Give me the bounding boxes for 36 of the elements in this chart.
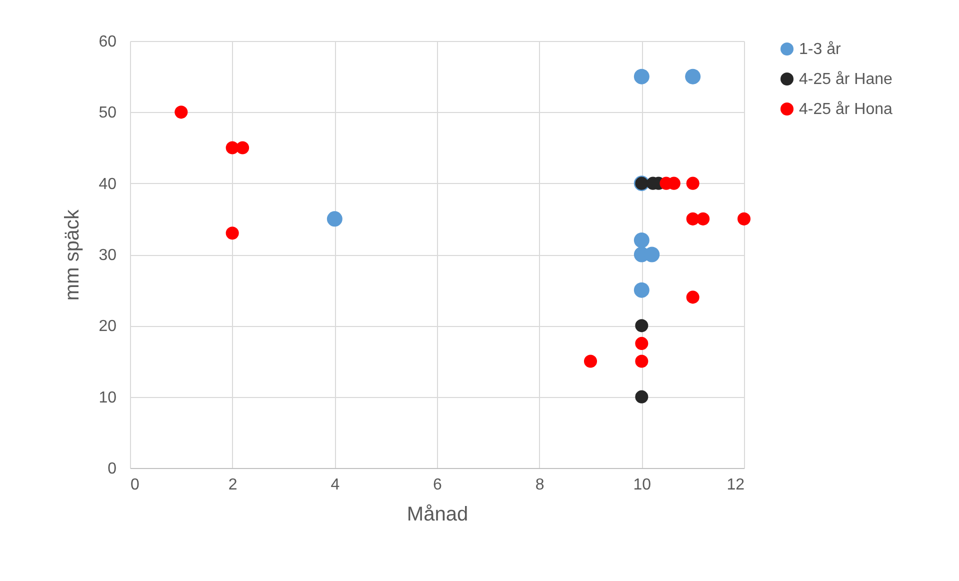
legend-label: 4-25 år Hona <box>799 101 892 118</box>
x-tick-label: 0 <box>130 476 140 494</box>
y-tick-label: 10 <box>98 389 117 406</box>
point <box>174 106 188 119</box>
point <box>635 390 648 404</box>
x-tick-label: 10 <box>633 476 652 494</box>
x-tick-label: 2 <box>228 476 238 494</box>
x-tick-label: 6 <box>433 476 442 494</box>
x-tick-label: 12 <box>726 476 745 494</box>
y-tick-label: 0 <box>108 460 117 478</box>
x-tick-label: 8 <box>535 476 544 494</box>
point <box>635 319 648 332</box>
point <box>635 354 648 368</box>
point <box>696 212 710 226</box>
point <box>326 211 342 227</box>
legend-label: 4-25 år Hane <box>799 71 892 88</box>
point <box>634 68 650 84</box>
x-axis-title: Månad <box>406 504 468 526</box>
y-tick-label: 30 <box>98 247 117 264</box>
point <box>686 290 700 304</box>
point <box>737 212 751 226</box>
point <box>686 176 700 190</box>
point <box>584 354 598 368</box>
y-tick-label: 40 <box>98 176 117 193</box>
y-tick-label: 60 <box>98 34 117 50</box>
point <box>634 282 650 298</box>
y-tick-label: 20 <box>98 318 117 336</box>
x-tick-label: 4 <box>330 476 340 494</box>
legend-label: 1-3 år <box>799 41 842 58</box>
point <box>635 336 648 350</box>
y-tick-label: 50 <box>98 104 117 122</box>
y-axis-title: mm späck <box>62 208 84 301</box>
point <box>236 141 250 154</box>
point <box>226 226 239 240</box>
point <box>685 68 701 84</box>
point <box>634 232 650 248</box>
